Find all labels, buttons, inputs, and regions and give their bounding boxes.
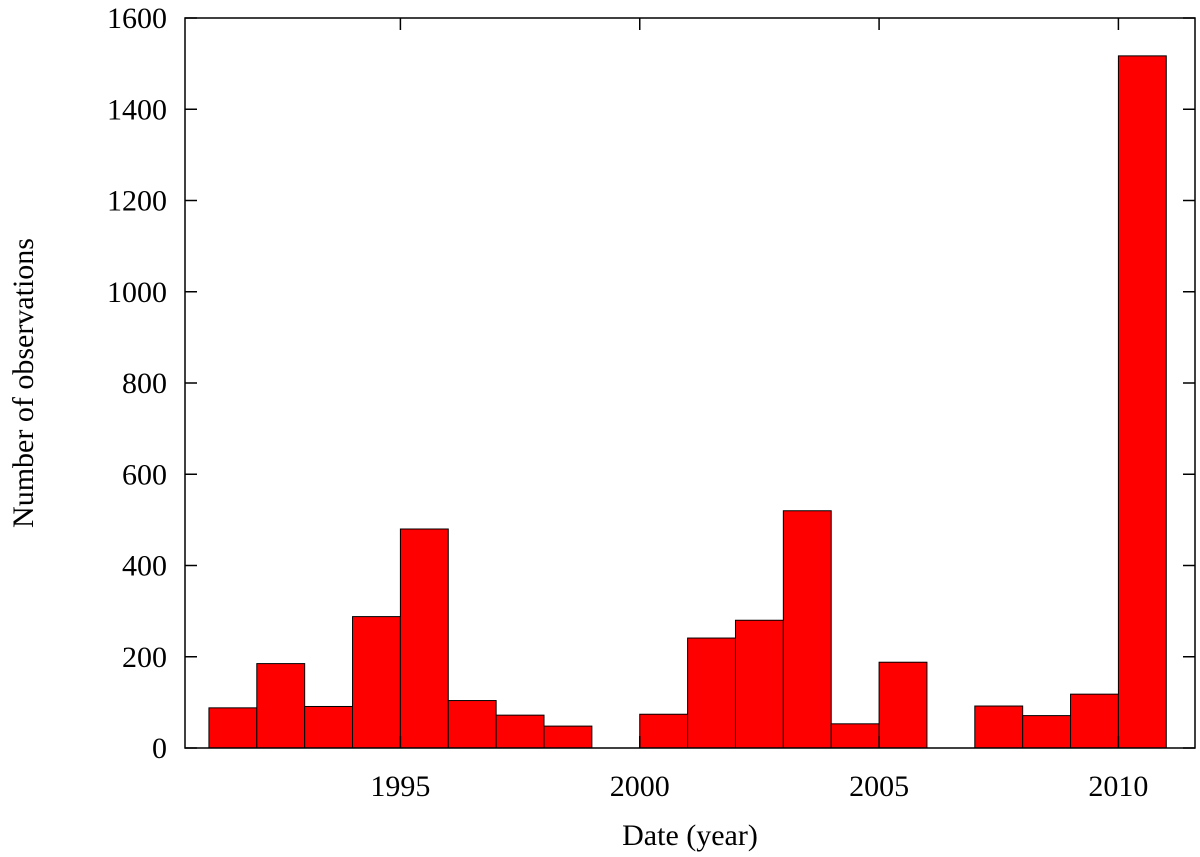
y-tick-label-600: 600	[122, 458, 167, 491]
bar-2001	[687, 637, 736, 749]
x-tick-label-1995: 1995	[370, 770, 430, 803]
bar-2002	[734, 619, 784, 749]
plot-frame	[184, 17, 1196, 749]
bar-1994	[352, 616, 401, 749]
tick-labels-group: 0 200 400 600 800 1000 1200 1400 1600 1995 2000 200…	[107, 2, 1148, 803]
bar-2000	[639, 713, 689, 749]
x-tick-label-2000: 2000	[610, 770, 670, 803]
y-tick-label-400: 400	[122, 550, 167, 583]
y-tick-label-1600: 1600	[107, 2, 167, 35]
bar-1991	[208, 707, 258, 749]
bar-2007	[974, 705, 1024, 749]
bar-2009	[1070, 693, 1119, 749]
x-tick-label-2010: 2010	[1088, 770, 1148, 803]
y-tick-label-800: 800	[122, 367, 167, 400]
bar-2008	[1022, 715, 1072, 749]
bar-1993	[304, 705, 354, 749]
bar-1998	[543, 725, 593, 749]
x-tick-label-2005: 2005	[849, 770, 909, 803]
bar-2005	[878, 661, 928, 749]
y-tick-label-200: 200	[122, 641, 167, 674]
y-tick-label-1200: 1200	[107, 185, 167, 218]
bars-group	[208, 55, 1167, 749]
bar-1992	[256, 663, 306, 749]
bar-2004	[830, 723, 880, 749]
bar-2003	[782, 510, 832, 749]
y-tick-label-1400: 1400	[107, 93, 167, 126]
y-tick-label-0: 0	[152, 732, 167, 765]
x-axis-label: Date (year)	[622, 819, 758, 852]
bar-1997	[495, 714, 545, 749]
bar-1995	[399, 528, 449, 749]
bar-2010	[1117, 55, 1167, 749]
y-axis-label: Number of observations	[7, 238, 40, 528]
bar-1996	[447, 700, 497, 749]
y-tick-label-1000: 1000	[107, 276, 167, 309]
